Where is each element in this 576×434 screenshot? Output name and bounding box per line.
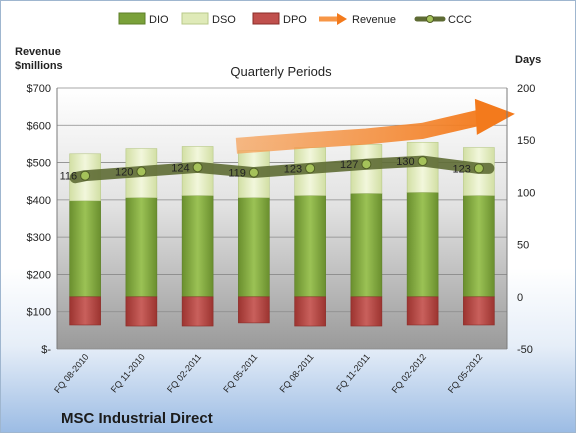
bar-dpo (69, 296, 101, 326)
category-label: FQ 08-2011 (278, 352, 316, 395)
ccc-point (192, 162, 203, 173)
legend-label-ccc: CCC (448, 14, 472, 26)
bar-dpo (350, 296, 383, 327)
right-tick-label: 150 (517, 135, 535, 147)
category-label: FQ 08-2010 (52, 352, 91, 395)
ccc-data-label: 130 (396, 156, 414, 168)
category-label: FQ 05-2011 (221, 352, 259, 395)
legend-label-dso: DSO (212, 14, 236, 26)
category-label: FQ 02-2012 (390, 352, 429, 395)
left-axis-title-line1: Revenue (15, 46, 61, 58)
company-name: MSC Industrial Direct (61, 410, 213, 427)
ccc-point (248, 167, 259, 178)
ccc-point (80, 170, 91, 181)
left-tick-label: $500 (27, 158, 51, 170)
bar-dpo (406, 296, 439, 326)
bar-dio (350, 193, 383, 298)
left-tick-label: $200 (27, 269, 51, 281)
bar-dio (181, 195, 214, 298)
left-tick-label: $300 (27, 232, 51, 244)
ccc-data-label: 123 (284, 163, 302, 175)
ccc-point (136, 166, 147, 177)
left-axis-title-line2: $millions (15, 60, 63, 72)
right-tick-label: -50 (517, 344, 533, 356)
left-tick-label: $600 (27, 120, 51, 132)
ccc-point (305, 163, 316, 174)
ccc-data-label: 116 (60, 171, 78, 183)
chart-title: Quarterly Periods (230, 64, 332, 79)
ccc-data-label: 119 (228, 168, 246, 180)
ccc-data-label: 123 (453, 163, 471, 175)
right-tick-label: 200 (517, 83, 535, 95)
bar-dio (69, 200, 101, 298)
category-label: FQ 02-2011 (165, 352, 203, 395)
bar-dpo (181, 296, 214, 327)
legend-marker-ccc (426, 15, 434, 23)
bar-dio (238, 197, 270, 298)
bar-dpo (294, 296, 326, 327)
legend-swatch-dio (118, 12, 146, 25)
left-tick-label: $- (41, 344, 51, 356)
legend-swatch-dpo (252, 12, 280, 25)
left-tick-label: $700 (27, 83, 51, 95)
right-tick-label: 100 (517, 187, 535, 199)
ccc-data-label: 124 (171, 162, 189, 174)
ccc-line (69, 155, 495, 184)
right-tick-label: 0 (517, 292, 523, 304)
ccc-data-label: 127 (340, 159, 358, 171)
right-axis-title: Days (515, 54, 541, 66)
ccc-point (361, 159, 372, 170)
category-label: FQ 11-2010 (109, 352, 147, 395)
ccc-point (417, 156, 428, 167)
ccc-data-label: 120 (115, 167, 133, 179)
bar-dio (294, 195, 326, 298)
left-tick-label: $400 (27, 195, 51, 207)
ccc-point (473, 163, 484, 174)
right-tick-label: 50 (517, 240, 529, 252)
bar-dio (406, 192, 439, 298)
category-label: FQ 05-2012 (446, 352, 485, 395)
revenue-arrowhead (474, 98, 515, 135)
category-label: FQ 11-2011 (334, 352, 372, 394)
legend-label-dio: DIO (149, 14, 169, 26)
legend-swatch-dso (181, 12, 209, 25)
legend-label-dpo: DPO (283, 14, 307, 26)
bar-dio (463, 195, 495, 298)
legend-arrow-revenue (337, 13, 347, 25)
bar-dpo (238, 296, 270, 324)
bar-dio (125, 197, 158, 298)
left-tick-label: $100 (27, 307, 51, 319)
bar-dpo (125, 296, 158, 327)
legend-label-revenue: Revenue (352, 14, 396, 26)
bar-dpo (463, 296, 495, 326)
